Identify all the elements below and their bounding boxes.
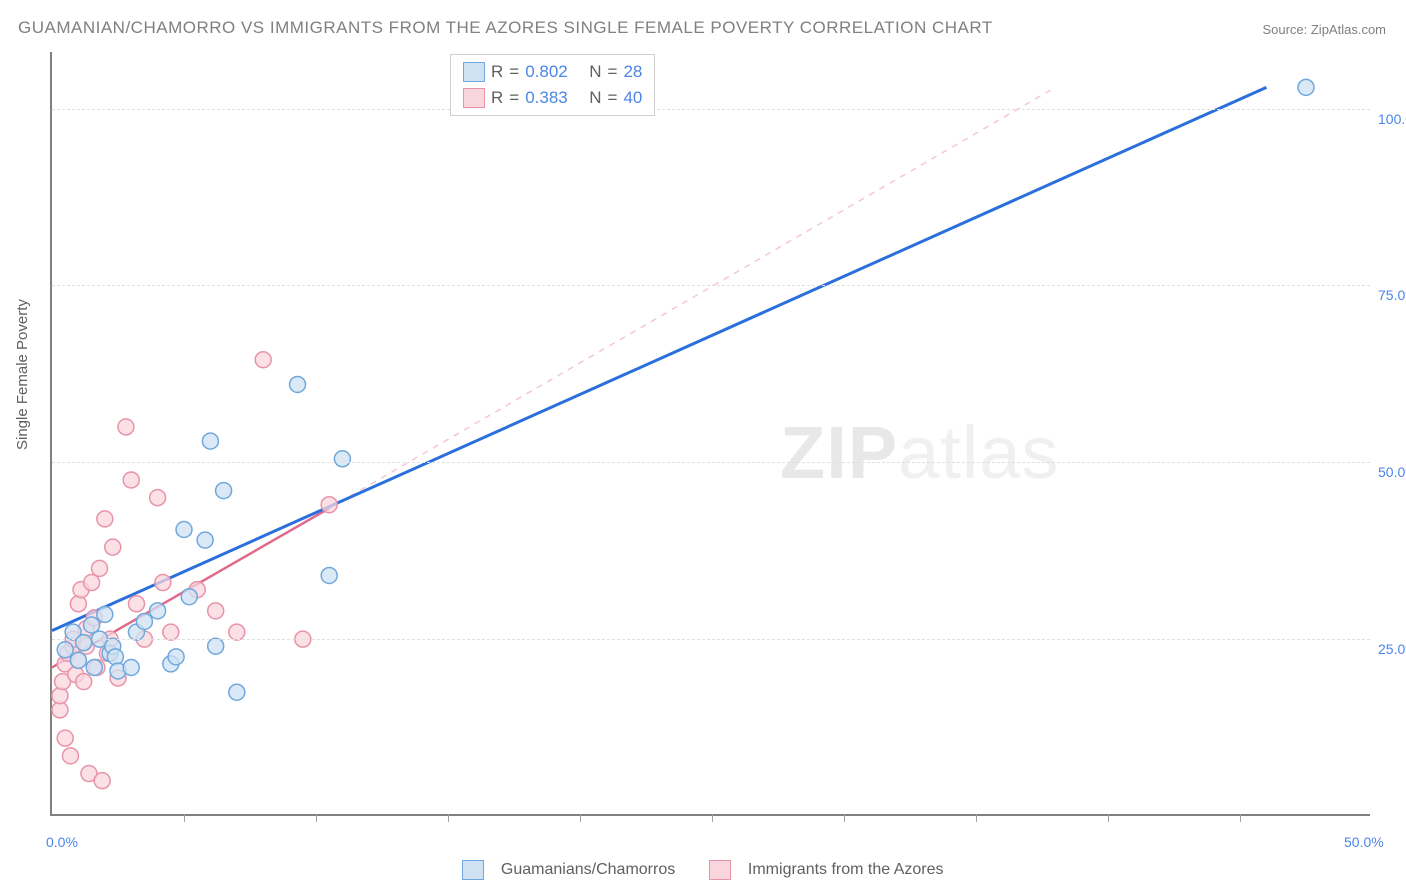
gridline xyxy=(52,285,1370,286)
legend-n-label: N xyxy=(589,85,601,111)
x-tick-label: 50.0% xyxy=(1344,834,1384,850)
legend-label-blue: Guamanians/Chamorros xyxy=(501,861,675,878)
correlation-legend: R = 0.802 N = 28 R = 0.383 N = 40 xyxy=(450,54,655,116)
legend-eq: = xyxy=(509,85,519,111)
legend-r-label: R xyxy=(491,85,503,111)
series-legend: Guamanians/Chamorros Immigrants from the… xyxy=(0,860,1406,880)
gridline xyxy=(52,639,1370,640)
y-tick-label: 25.0% xyxy=(1378,641,1406,657)
x-tick xyxy=(1240,814,1241,822)
legend-r-value: 0.383 xyxy=(525,85,568,111)
x-tick-label: 0.0% xyxy=(46,834,78,850)
x-tick xyxy=(448,814,449,822)
scatter-plot-svg xyxy=(52,52,1370,814)
gridline xyxy=(52,109,1370,110)
source-attribution: Source: ZipAtlas.com xyxy=(1262,22,1386,37)
legend-row-blue: R = 0.802 N = 28 xyxy=(463,59,642,85)
legend-n-value: 28 xyxy=(623,59,642,85)
swatch-icon xyxy=(463,62,485,82)
chart-title: GUAMANIAN/CHAMORRO VS IMMIGRANTS FROM TH… xyxy=(18,18,993,38)
x-tick xyxy=(976,814,977,822)
legend-n-label: N xyxy=(589,59,601,85)
x-tick xyxy=(712,814,713,822)
legend-eq: = xyxy=(608,85,618,111)
legend-eq: = xyxy=(608,59,618,85)
swatch-icon xyxy=(462,860,484,880)
chart-plot-area: 25.0%50.0%75.0%100.0%0.0%50.0% xyxy=(50,52,1370,816)
swatch-icon xyxy=(709,860,731,880)
legend-r-value: 0.802 xyxy=(525,59,568,85)
legend-eq: = xyxy=(509,59,519,85)
x-tick xyxy=(844,814,845,822)
gridline xyxy=(52,462,1370,463)
x-tick xyxy=(184,814,185,822)
x-tick xyxy=(316,814,317,822)
legend-row-pink: R = 0.383 N = 40 xyxy=(463,85,642,111)
x-tick xyxy=(1108,814,1109,822)
y-tick-label: 50.0% xyxy=(1378,464,1406,480)
legend-n-value: 40 xyxy=(623,85,642,111)
y-tick-label: 75.0% xyxy=(1378,287,1406,303)
legend-r-label: R xyxy=(491,59,503,85)
y-tick-label: 100.0% xyxy=(1378,111,1406,127)
x-tick xyxy=(580,814,581,822)
y-axis-label: Single Female Poverty xyxy=(14,299,31,450)
swatch-icon xyxy=(463,88,485,108)
legend-label-pink: Immigrants from the Azores xyxy=(748,861,944,878)
